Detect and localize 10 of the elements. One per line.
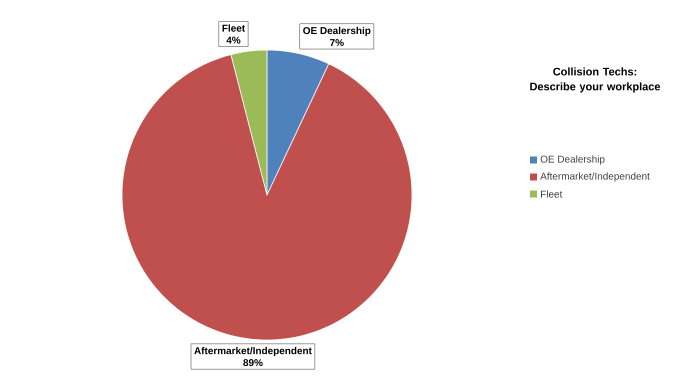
data-label: 4% [226,36,240,44]
slice-label: Fleet [222,24,245,32]
slice-label: OE Dealership [303,26,370,36]
legend-label: Fleet [541,190,562,198]
text: Collision Techs: Describe your workplace [530,67,660,93]
legend-label: Aftermarket/Independent [540,172,650,182]
data-label: 7% [330,39,344,46]
slice-label: Aftermarket/Independent [194,346,312,356]
legend-label: OE Dealership [540,155,605,165]
data-label: 89% [243,359,263,366]
